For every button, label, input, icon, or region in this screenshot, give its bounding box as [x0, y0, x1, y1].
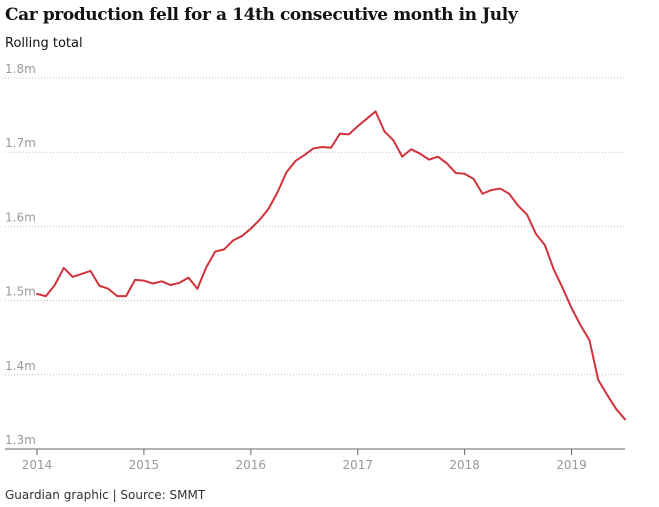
x-axis: 2014 2015 2016 2017 2018 2019	[22, 449, 587, 472]
y-tick-label: 1.4m	[5, 359, 36, 373]
y-tick-label: 1.3m	[5, 433, 36, 447]
series-group	[36, 110, 626, 421]
x-tick-label: 2015	[129, 458, 160, 472]
x-tick-label: 2018	[449, 458, 480, 472]
line-chart: 1.3m1.4m1.5m1.6m1.7m1.8m 2014 2015 2016 201…	[5, 62, 626, 472]
gridlines	[5, 77, 625, 450]
series-line	[36, 110, 626, 421]
y-axis-ticks: 1.3m 1.4m 1.5m 1.6m 1.7m 1.8m	[5, 62, 36, 447]
y-tick-label: 1.5m	[5, 285, 36, 299]
y-tick-label: 1.8m	[5, 62, 36, 76]
source-note: Guardian graphic | Source: SMMT	[5, 488, 206, 502]
chart-subtitle: Rolling total	[5, 36, 83, 51]
y-tick-label: 1.6m	[5, 210, 36, 224]
x-tick-label: 2016	[236, 458, 267, 472]
y-tick-label: 1.7m	[5, 136, 36, 150]
chart-title: Car production fell for a 14th consecuti…	[5, 5, 518, 25]
x-tick-label: 2017	[342, 458, 373, 472]
x-tick-label: 2019	[556, 458, 587, 472]
x-tick-label: 2014	[22, 458, 53, 472]
